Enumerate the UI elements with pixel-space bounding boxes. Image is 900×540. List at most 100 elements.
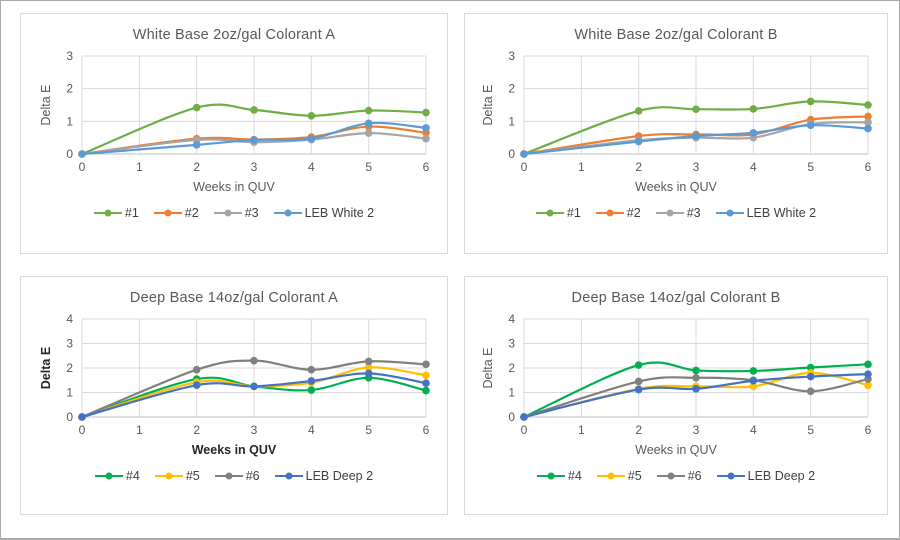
plot-area: 0 1 2 3 4 0 1 2 3 4 5 6 Delta E <box>481 313 872 437</box>
data-point-marker <box>749 382 758 391</box>
legend-marker-icon <box>596 472 625 480</box>
data-point-marker <box>634 107 643 115</box>
x-axis-label: Weeks in QUV <box>635 180 717 194</box>
legend-item: #4 <box>536 469 582 483</box>
legend-item: #1 <box>535 206 581 220</box>
data-point-marker <box>864 118 872 127</box>
x-tick-label: 6 <box>423 160 430 174</box>
legend-item: LEB White 2 <box>273 206 375 220</box>
chart-card-white-base-colorant-a: White Base 2oz/gal Colorant A 0 1 2 3 0 1 2 3 4 5… <box>20 13 448 254</box>
legend-dot <box>666 209 674 217</box>
x-tick-label: 4 <box>750 160 757 174</box>
y-axis-label: Delta E <box>481 85 495 126</box>
legend-marker-icon <box>214 472 243 480</box>
chart-card-deep-base-colorant-a: Deep Base 14oz/gal Colorant A 0 1 2 3 4 0 1 2 3 4… <box>20 276 448 515</box>
y-tick-label: 3 <box>66 50 73 63</box>
legend-marker-icon <box>154 472 183 480</box>
x-tick-label: 4 <box>308 160 315 174</box>
legend-label: LEB Deep 2 <box>305 469 374 483</box>
y-tick-label: 1 <box>66 114 73 128</box>
x-tick-label: 0 <box>79 160 86 174</box>
y-tick-label: 2 <box>508 361 515 375</box>
y-tick-label: 4 <box>66 313 73 326</box>
legend-dot <box>164 209 172 217</box>
legend-item: LEB White 2 <box>715 206 816 220</box>
legend-label: #6 <box>687 469 702 483</box>
legend-marker-icon <box>715 209 744 217</box>
plot-area: 0 1 2 3 4 0 1 2 3 4 5 6 Delta E <box>39 313 430 437</box>
data-point-marker <box>864 124 872 133</box>
legend-dot <box>225 472 233 480</box>
x-tick-label: 2 <box>635 160 642 174</box>
data-point-marker <box>364 106 373 115</box>
data-point-marker <box>307 386 316 394</box>
data-point-marker <box>250 356 258 365</box>
legend-dot <box>105 472 113 480</box>
chart-card-white-base-colorant-b: White Base 2oz/gal Colorant B 0 1 2 3 0 1 2 3 4 5… <box>464 13 888 254</box>
legend-marker-icon <box>213 209 242 217</box>
x-tick-label: 6 <box>865 160 872 174</box>
data-point-marker <box>192 103 201 112</box>
legend-dot <box>727 472 735 480</box>
y-tick-label: 3 <box>508 337 515 351</box>
legend: #4 #5 #6 LEB Deep 2 <box>94 469 374 483</box>
legend-dot <box>224 209 232 217</box>
legend-label: #3 <box>244 206 259 220</box>
data-point-marker <box>364 363 373 372</box>
data-point-marker <box>749 105 758 113</box>
data-point-marker <box>634 385 643 394</box>
data-point-marker <box>806 387 815 396</box>
data-point-marker <box>634 137 643 146</box>
plot-area: 0 1 2 3 0 1 2 3 4 5 6 Delta E <box>481 50 872 174</box>
data-point-marker <box>78 150 86 158</box>
x-tick-label: 4 <box>750 423 757 437</box>
legend-item: #6 <box>656 469 702 483</box>
legend-marker-icon <box>93 209 122 217</box>
legend-marker-icon <box>656 472 685 480</box>
legend-marker-icon <box>153 209 182 217</box>
data-point-marker <box>307 365 316 374</box>
y-tick-label: 0 <box>508 410 515 424</box>
legend-label: #2 <box>626 206 641 220</box>
data-point-marker <box>864 381 872 389</box>
y-tick-label: 0 <box>508 147 515 161</box>
chart-title: Deep Base 14oz/gal Colorant A <box>129 290 339 306</box>
legend-marker-icon <box>535 209 564 217</box>
legend-item: #4 <box>94 469 140 483</box>
y-tick-label: 3 <box>508 50 515 63</box>
legend-label: #1 <box>566 206 581 220</box>
y-tick-label: 1 <box>508 386 515 400</box>
legend-label: #2 <box>184 206 199 220</box>
data-point-marker <box>422 108 430 117</box>
legend-dot <box>607 472 615 480</box>
data-point-marker <box>307 134 316 143</box>
data-point-marker <box>422 124 430 132</box>
legend-marker-icon <box>273 209 302 217</box>
data-point-marker <box>864 360 872 369</box>
data-point-marker <box>692 385 700 393</box>
data-point-marker <box>422 386 430 395</box>
legend-dot <box>547 472 555 480</box>
legend-label: #4 <box>567 469 582 483</box>
legend-marker-icon <box>274 472 303 480</box>
legend-label: #5 <box>185 469 200 483</box>
data-point-marker <box>749 367 758 375</box>
x-axis-label: Weeks in QUV <box>635 443 717 457</box>
x-tick-label: 6 <box>423 423 430 437</box>
legend-label: LEB White 2 <box>304 206 375 220</box>
legend-dot <box>546 209 554 217</box>
data-point-marker <box>192 381 201 389</box>
chart-card-deep-base-colorant-b: Deep Base 14oz/gal Colorant B 0 1 2 3 4 0 1 2 3 4… <box>464 276 888 515</box>
y-tick-label: 4 <box>508 313 515 326</box>
data-point-marker <box>806 97 815 106</box>
legend: #4 #5 #6 LEB Deep 2 <box>536 469 815 483</box>
data-point-marker <box>806 372 815 381</box>
legend-label: #5 <box>627 469 642 483</box>
legend-label: #1 <box>124 206 139 220</box>
chart-title: White Base 2oz/gal Colorant B <box>574 27 778 43</box>
data-point-marker <box>422 371 430 380</box>
legend-marker-icon <box>716 472 745 480</box>
x-tick-label: 1 <box>136 423 143 437</box>
legend-marker-icon <box>536 472 565 480</box>
data-point-marker <box>692 105 700 114</box>
